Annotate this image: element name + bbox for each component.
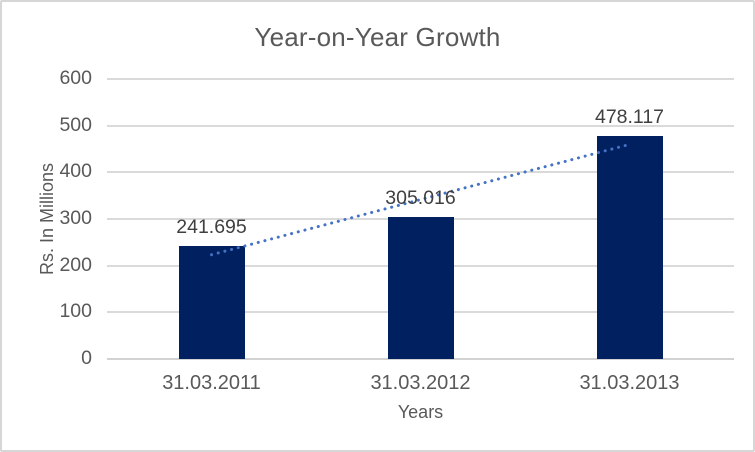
x-tick-label: 31.03.2011 <box>162 372 261 394</box>
x-axis-title: Years <box>397 402 444 422</box>
bar <box>178 246 245 359</box>
y-tick-label: 200 <box>59 253 92 276</box>
bar-value-label: 241.695 <box>176 216 247 239</box>
y-tick-label: 600 <box>59 67 92 89</box>
y-tick-label: 500 <box>59 113 92 136</box>
plot-area: 241.695 305.016 478.117 <box>107 78 734 360</box>
bar <box>387 216 454 359</box>
x-tick-label: 31.03.2013 <box>579 372 680 394</box>
bar <box>596 135 663 359</box>
chart-title: Year-on-Year Growth <box>254 22 501 52</box>
y-tick-label: 0 <box>81 347 92 369</box>
y-tick-label: 100 <box>59 300 92 323</box>
bar-value-label: 478.117 <box>594 105 665 128</box>
y-tick-label: 400 <box>59 160 92 183</box>
y-tick-label: 300 <box>59 207 92 229</box>
x-axis-line <box>107 358 734 360</box>
gridline <box>107 78 734 80</box>
x-tick-label: 31.03.2012 <box>370 372 471 394</box>
gridline <box>107 124 734 127</box>
bar-value-label: 305.016 <box>385 186 456 209</box>
